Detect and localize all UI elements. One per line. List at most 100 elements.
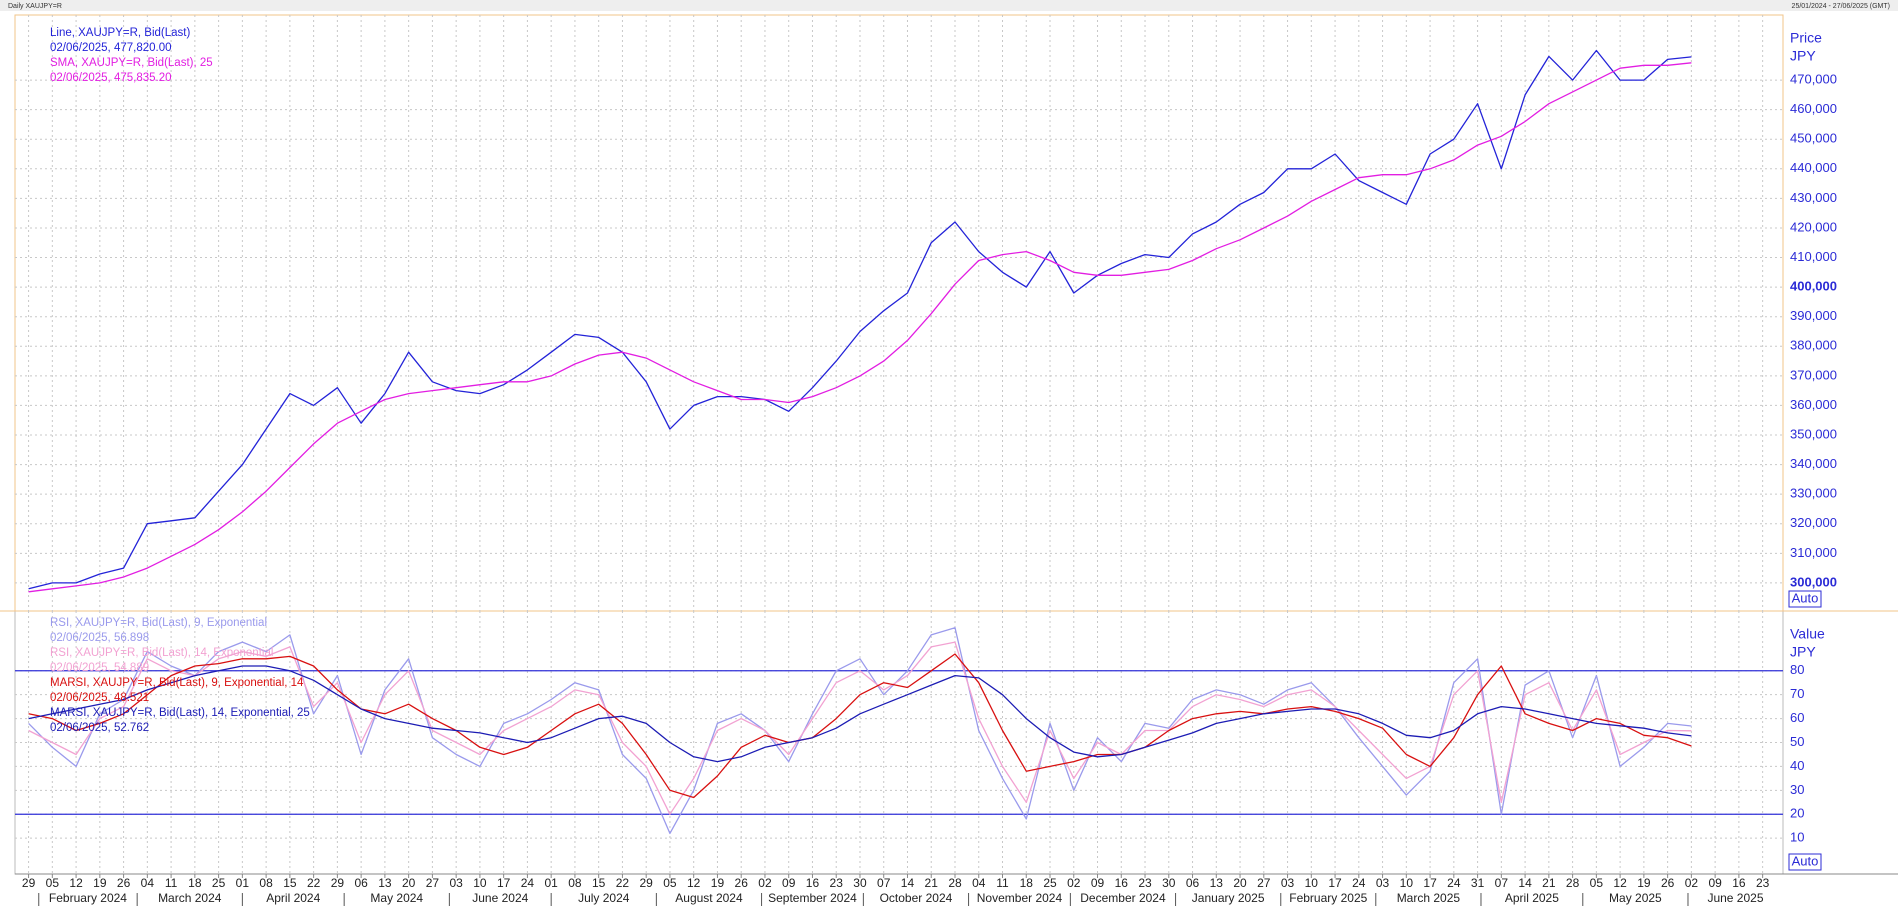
- y-tick-label: 10: [1790, 830, 1804, 845]
- x-tick-label: 21: [925, 876, 939, 890]
- x-tick-label: 06: [354, 876, 368, 890]
- x-tick-label: 31: [1471, 876, 1485, 890]
- y-tick-label: 40: [1790, 758, 1804, 773]
- legend-name: SMA, XAUJPY=R, Bid(Last), 25: [50, 57, 213, 69]
- x-tick-label: 28: [1566, 876, 1580, 890]
- y-tick-label: 450,000: [1790, 131, 1837, 146]
- x-tick-label: 28: [948, 876, 962, 890]
- month-label: August 2024: [675, 891, 743, 905]
- y-tick-label: 60: [1790, 710, 1804, 725]
- legend-name: RSI, XAUJPY=R, Bid(Last), 9, Exponential: [50, 617, 267, 629]
- x-tick-label: 29: [640, 876, 654, 890]
- y-axis-unit: JPY: [1790, 644, 1816, 660]
- x-tick-label: 24: [521, 876, 535, 890]
- y-tick-label: 70: [1790, 686, 1804, 701]
- legend-name: Line, XAUJPY=R, Bid(Last): [50, 27, 190, 39]
- x-tick-label: 17: [1328, 876, 1342, 890]
- x-tick-label: 09: [782, 876, 796, 890]
- y-tick-label: 390,000: [1790, 308, 1837, 323]
- x-tick-label: 18: [188, 876, 202, 890]
- y-tick-label: 400,000: [1790, 279, 1837, 294]
- x-tick-label: 10: [1305, 876, 1319, 890]
- x-tick-label: 07: [1495, 876, 1509, 890]
- y-tick-label: 310,000: [1790, 545, 1837, 560]
- y-tick-label: 420,000: [1790, 219, 1837, 234]
- y-tick-label: 430,000: [1790, 190, 1837, 205]
- y-tick-label: 50: [1790, 734, 1804, 749]
- y-tick-label: 410,000: [1790, 249, 1837, 264]
- y-tick-label: 30: [1790, 782, 1804, 797]
- scale-button-frame[interactable]: [1788, 853, 1822, 871]
- x-tick-label: 12: [1613, 876, 1627, 890]
- month-label: September 2024: [768, 891, 857, 905]
- x-tick-label: 16: [1115, 876, 1129, 890]
- x-tick-label: 16: [806, 876, 820, 890]
- x-tick-label: 23: [1756, 876, 1770, 890]
- x-tick-label: 29: [331, 876, 345, 890]
- x-tick-label: 20: [1233, 876, 1247, 890]
- legend-value: 02/06/2025, 56.898: [50, 632, 149, 644]
- x-tick-label: 14: [901, 876, 915, 890]
- legend-value: 02/06/2025, 48.521: [50, 692, 149, 704]
- x-tick-label: 03: [449, 876, 463, 890]
- y-tick-label: 300,000: [1790, 574, 1837, 589]
- x-tick-label: 26: [1661, 876, 1675, 890]
- legend-value: 02/06/2025, 477,820.00: [50, 42, 172, 54]
- x-tick-label: 24: [1352, 876, 1366, 890]
- x-tick-label: 09: [1708, 876, 1722, 890]
- legend-name: MARSI, XAUJPY=R, Bid(Last), 14, Exponent…: [50, 707, 310, 719]
- x-tick-label: 19: [93, 876, 107, 890]
- y-tick-label: 360,000: [1790, 397, 1837, 412]
- y-tick-label: 340,000: [1790, 456, 1837, 471]
- x-tick-label: 03: [1281, 876, 1295, 890]
- series-line: [28, 665, 1692, 763]
- x-tick-label: 07: [877, 876, 891, 890]
- x-tick-label: 19: [1637, 876, 1651, 890]
- month-label: January 2025: [1192, 891, 1265, 905]
- month-label: June 2024: [472, 891, 528, 905]
- x-tick-label: 10: [473, 876, 487, 890]
- x-tick-label: 24: [1447, 876, 1461, 890]
- x-tick-label: 11: [996, 876, 1009, 890]
- scale-button[interactable]: Auto: [1792, 853, 1819, 868]
- legend-value: 02/06/2025, 54.889: [50, 662, 149, 674]
- y-tick-label: 320,000: [1790, 515, 1837, 530]
- x-tick-label: 02: [758, 876, 772, 890]
- title-bar: [0, 0, 1898, 11]
- x-tick-label: 13: [378, 876, 392, 890]
- x-tick-label: 20: [402, 876, 416, 890]
- y-tick-label: 350,000: [1790, 426, 1837, 441]
- month-label: May 2025: [1609, 891, 1662, 905]
- scale-button-frame[interactable]: [1788, 590, 1822, 608]
- y-axis-title: Price: [1790, 30, 1822, 46]
- x-tick-label: 05: [46, 876, 60, 890]
- month-label: February 2025: [1289, 891, 1367, 905]
- month-label: April 2024: [266, 891, 320, 905]
- x-tick-label: 16: [1732, 876, 1746, 890]
- x-tick-label: 30: [1162, 876, 1176, 890]
- x-tick-label: 15: [283, 876, 297, 890]
- series-line: [28, 641, 1692, 815]
- y-axis-unit: JPY: [1790, 48, 1816, 64]
- x-tick-label: 29: [22, 876, 36, 890]
- x-tick-label: 26: [735, 876, 749, 890]
- x-tick-label: 30: [853, 876, 867, 890]
- x-tick-label: 03: [1376, 876, 1390, 890]
- series-line: [28, 49, 1692, 590]
- x-tick-label: 22: [307, 876, 321, 890]
- x-tick-label: 02: [1685, 876, 1699, 890]
- x-tick-label: 26: [117, 876, 131, 890]
- x-tick-label: 02: [1067, 876, 1081, 890]
- y-tick-label: 330,000: [1790, 486, 1837, 501]
- scale-button[interactable]: Auto: [1792, 590, 1819, 605]
- x-tick-label: 04: [141, 876, 155, 890]
- y-tick-label: 460,000: [1790, 101, 1837, 116]
- x-tick-label: 27: [1257, 876, 1271, 890]
- y-tick-label: 380,000: [1790, 338, 1837, 353]
- legend-value: 02/06/2025, 475,835.20: [50, 72, 172, 84]
- y-tick-label: 370,000: [1790, 367, 1837, 382]
- x-tick-label: 09: [1091, 876, 1105, 890]
- month-label: July 2024: [578, 891, 630, 905]
- x-tick-label: 23: [1138, 876, 1152, 890]
